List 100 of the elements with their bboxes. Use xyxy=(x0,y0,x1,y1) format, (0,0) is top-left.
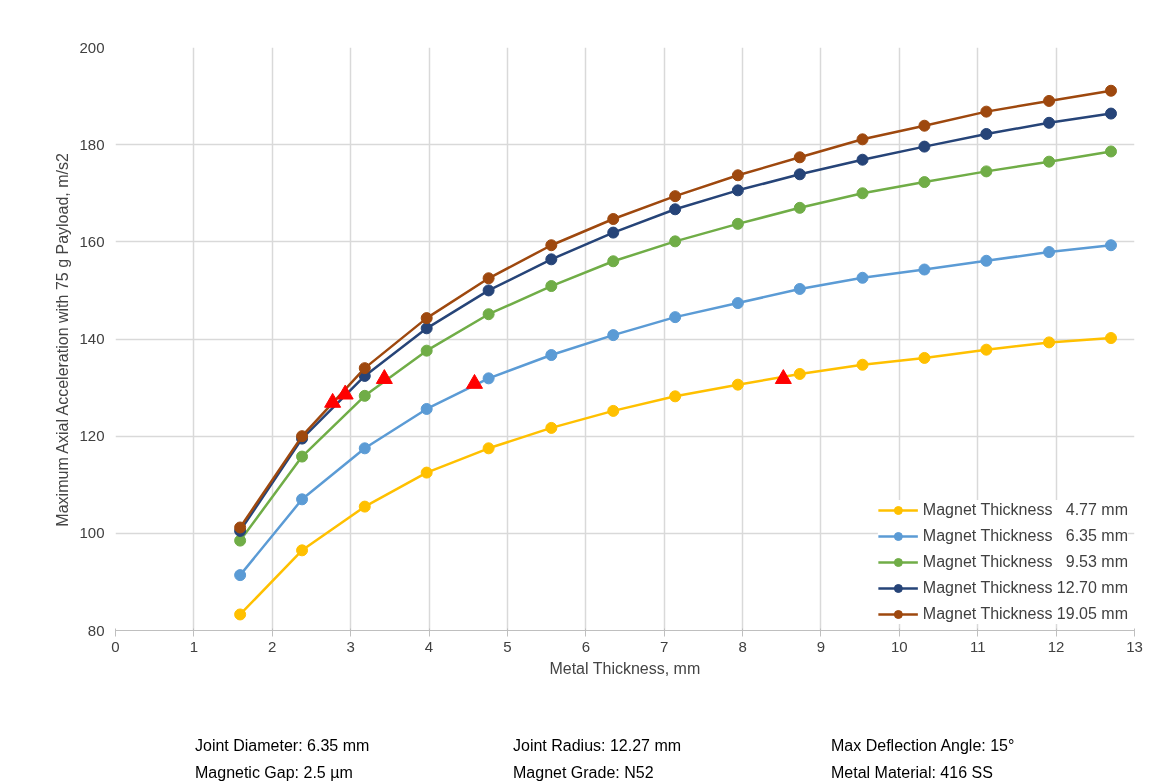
text: Metal Material: 416 SS xyxy=(831,762,994,783)
point xyxy=(607,255,620,268)
point xyxy=(545,280,558,293)
point xyxy=(731,378,744,391)
y-axis-title: Maximum Axial Acceleration with 75 g Payload, m/s2 xyxy=(54,153,72,527)
point xyxy=(296,493,309,506)
text: Joint Radius: 12.27 mm xyxy=(513,736,683,756)
point xyxy=(607,404,620,417)
y-tick-label: 140 xyxy=(79,330,105,347)
x-tick-label: 13 xyxy=(1126,637,1143,655)
point xyxy=(669,235,682,248)
point xyxy=(980,343,993,356)
text: Joint Diameter: 6.35 mm xyxy=(195,736,371,756)
point xyxy=(793,151,806,164)
point xyxy=(482,372,495,385)
point xyxy=(545,239,558,252)
y-tick-label: 200 xyxy=(79,38,105,56)
point xyxy=(234,608,247,621)
x-tick-label: 12 xyxy=(1047,637,1065,655)
point xyxy=(1043,246,1056,259)
point xyxy=(669,190,682,203)
point xyxy=(918,119,931,132)
point xyxy=(669,390,682,403)
point xyxy=(793,168,806,181)
x-tick-label: 8 xyxy=(738,637,747,655)
point xyxy=(980,254,993,267)
point xyxy=(793,201,806,214)
point xyxy=(234,534,247,547)
point xyxy=(545,349,558,362)
point xyxy=(420,344,433,357)
x-tick-label: 5 xyxy=(503,637,512,655)
x-tick-label: 3 xyxy=(346,637,355,655)
legend-label: Magnet Thickness 6.35 mm xyxy=(922,527,1128,545)
point xyxy=(482,284,495,297)
point xyxy=(731,184,744,197)
point xyxy=(358,500,371,513)
point xyxy=(980,105,993,118)
point xyxy=(358,362,371,375)
x-tick-label: 1 xyxy=(189,637,199,655)
point xyxy=(296,544,309,557)
point xyxy=(296,450,309,463)
legend-label: Magnet Thickness 4.77 mm xyxy=(922,501,1128,519)
point xyxy=(420,322,433,335)
point xyxy=(482,272,495,285)
point xyxy=(1104,332,1117,345)
point xyxy=(1104,84,1117,97)
point xyxy=(358,442,371,455)
point xyxy=(731,217,744,230)
y-tick-label: 160 xyxy=(79,232,105,250)
x-tick-label: 7 xyxy=(660,637,669,655)
x-axis-title: Metal Thickness, mm xyxy=(549,659,701,677)
point xyxy=(669,311,682,324)
point xyxy=(1043,116,1056,129)
point xyxy=(1043,336,1056,349)
point xyxy=(731,297,744,310)
point xyxy=(856,153,869,166)
point xyxy=(856,271,869,284)
point xyxy=(918,263,931,276)
x-tick-label: 9 xyxy=(816,637,826,655)
point xyxy=(607,213,620,225)
x-tick-label: 0 xyxy=(111,637,120,655)
point xyxy=(918,351,931,364)
x-tick-label: 4 xyxy=(424,637,434,655)
point xyxy=(856,358,869,371)
text: Max Deflection Angle: 15° xyxy=(831,736,1016,756)
point xyxy=(856,187,869,200)
point xyxy=(482,442,495,455)
y-tick-label: 120 xyxy=(79,427,105,445)
point xyxy=(420,312,433,325)
x-tick-label: 11 xyxy=(969,637,986,655)
point xyxy=(793,282,806,295)
point xyxy=(420,402,433,415)
point xyxy=(669,203,682,216)
point xyxy=(918,176,931,189)
x-tick-label: 10 xyxy=(891,637,908,655)
legend-label: Magnet Thickness 12.70 mm xyxy=(922,579,1128,597)
point xyxy=(1043,94,1056,107)
point xyxy=(731,169,744,182)
text: Magnetic Gap: 2.5 µm xyxy=(195,762,354,783)
point xyxy=(1104,145,1117,158)
point xyxy=(1043,155,1056,168)
x-tick-label: 2 xyxy=(268,637,277,655)
y-tick-label: 180 xyxy=(79,135,105,153)
point xyxy=(793,367,806,380)
y-tick-label: 100 xyxy=(79,524,105,542)
point xyxy=(545,253,558,266)
x-tick-label: 6 xyxy=(581,637,590,655)
point xyxy=(918,140,931,153)
point xyxy=(420,466,433,479)
point xyxy=(1104,239,1117,252)
point xyxy=(482,308,495,321)
legend-label: Magnet Thickness 9.53 mm xyxy=(922,553,1128,571)
legend-label: Magnet Thickness 19.05 mm xyxy=(922,605,1128,623)
point xyxy=(1104,107,1117,120)
point xyxy=(607,226,620,239)
point xyxy=(607,329,620,342)
point xyxy=(358,389,371,402)
point xyxy=(856,133,869,146)
point xyxy=(980,165,993,178)
point xyxy=(545,421,558,434)
